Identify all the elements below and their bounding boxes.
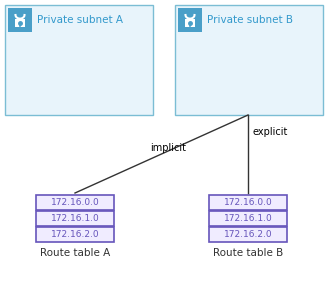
Text: implicit: implicit <box>150 143 186 153</box>
Text: Route table A: Route table A <box>40 248 110 258</box>
FancyBboxPatch shape <box>36 227 114 242</box>
FancyBboxPatch shape <box>185 19 195 27</box>
FancyBboxPatch shape <box>36 211 114 226</box>
FancyBboxPatch shape <box>5 5 153 115</box>
Text: Private subnet B: Private subnet B <box>207 15 293 25</box>
FancyBboxPatch shape <box>209 195 287 210</box>
Text: 172.16.2.0: 172.16.2.0 <box>51 230 99 239</box>
Text: explicit: explicit <box>252 127 288 137</box>
FancyBboxPatch shape <box>175 5 323 115</box>
FancyBboxPatch shape <box>209 211 287 226</box>
FancyBboxPatch shape <box>15 19 25 27</box>
FancyBboxPatch shape <box>178 8 202 32</box>
Text: 172.16.2.0: 172.16.2.0 <box>224 230 272 239</box>
Text: 172.16.1.0: 172.16.1.0 <box>224 214 272 223</box>
Text: Route table B: Route table B <box>213 248 283 258</box>
FancyBboxPatch shape <box>36 195 114 210</box>
FancyBboxPatch shape <box>8 8 32 32</box>
Text: 172.16.0.0: 172.16.0.0 <box>224 198 272 207</box>
Text: 172.16.0.0: 172.16.0.0 <box>51 198 99 207</box>
Text: 172.16.1.0: 172.16.1.0 <box>51 214 99 223</box>
FancyBboxPatch shape <box>209 227 287 242</box>
Text: Private subnet A: Private subnet A <box>37 15 123 25</box>
